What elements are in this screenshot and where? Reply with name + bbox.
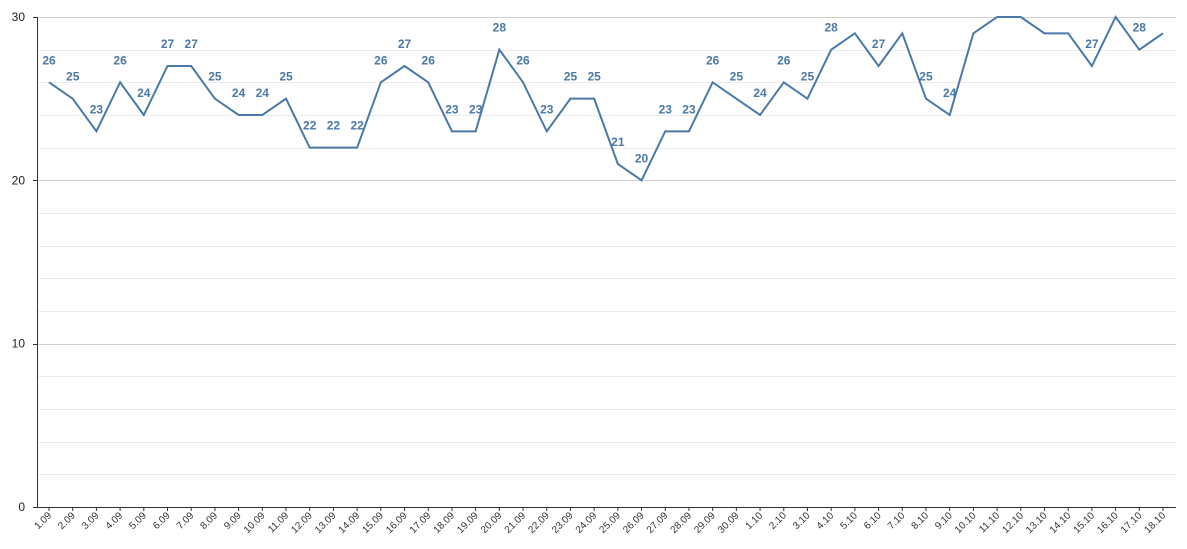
data-label: 22 — [327, 119, 341, 133]
data-label: 25 — [564, 70, 578, 84]
x-tick-label: 3.10 — [791, 510, 813, 532]
x-tick-label: 14.09 — [337, 510, 363, 536]
data-label: 28 — [824, 21, 838, 35]
x-tick-label: 16.10 — [1095, 510, 1121, 536]
data-label: 21 — [611, 135, 625, 149]
data-label: 25 — [730, 70, 744, 84]
x-tick-label: 13.10 — [1024, 510, 1050, 536]
x-tick-label: 22.09 — [526, 510, 552, 536]
data-label: 23 — [90, 102, 104, 116]
data-label: 25 — [919, 70, 933, 84]
x-tick-label: 21.09 — [503, 510, 529, 536]
x-tick-label: 12.09 — [289, 510, 315, 536]
data-label: 25 — [66, 70, 80, 84]
data-label: 27 — [161, 37, 175, 51]
x-tick-label: 6.09 — [151, 510, 173, 532]
data-label: 23 — [659, 102, 673, 116]
x-tick-label: 16.09 — [384, 510, 410, 536]
data-label: 23 — [540, 102, 554, 116]
x-tick-label: 10.10 — [953, 510, 979, 536]
data-label: 26 — [113, 53, 127, 67]
data-label: 26 — [777, 53, 791, 67]
y-tick-label: 20 — [12, 173, 26, 187]
x-tick-label: 13.09 — [313, 510, 339, 536]
x-tick-label: 9.10 — [933, 510, 955, 532]
x-tick-label: 28.09 — [669, 510, 695, 536]
data-label: 26 — [374, 53, 388, 67]
x-tick-label: 11.10 — [977, 510, 1002, 535]
x-tick-label: 4.10 — [815, 510, 837, 532]
grid-lines — [37, 17, 1176, 475]
data-label: 25 — [208, 70, 222, 84]
data-label: 27 — [185, 37, 199, 51]
x-tick-label: 14.10 — [1048, 510, 1074, 536]
x-tick-label: 15.10 — [1072, 510, 1098, 536]
data-label: 24 — [232, 86, 246, 100]
data-label: 26 — [706, 53, 720, 67]
x-tick-label: 3.09 — [80, 510, 102, 532]
series-line — [48, 15, 1164, 182]
x-tick-label: 9.09 — [222, 510, 244, 532]
data-label: 22 — [350, 119, 364, 133]
x-tick-label: 2.09 — [56, 510, 78, 532]
x-tick-label: 1.09 — [33, 510, 55, 532]
x-tick-label: 1.10 — [744, 510, 766, 532]
x-tick-label: 17.10 — [1119, 510, 1145, 536]
data-label: 24 — [943, 86, 957, 100]
x-tick-label: 29.09 — [692, 510, 718, 536]
data-label: 22 — [303, 119, 317, 133]
x-tick-label: 18.10 — [1143, 510, 1169, 536]
x-tick-label: 2.10 — [767, 510, 789, 532]
data-label: 23 — [682, 102, 696, 116]
x-tick-label: 25.09 — [597, 510, 623, 536]
data-label: 25 — [587, 70, 601, 84]
x-tick-label: 26.09 — [621, 510, 647, 536]
data-label: 24 — [753, 86, 767, 100]
x-tick-label: 20.09 — [479, 510, 505, 536]
data-label: 26 — [422, 53, 436, 67]
x-tick-label: 30.09 — [716, 510, 742, 536]
data-label: 20 — [635, 151, 649, 165]
data-label: 25 — [801, 70, 815, 84]
axes — [37, 17, 1176, 508]
y-tick-label: 10 — [12, 337, 26, 351]
data-label: 23 — [469, 102, 483, 116]
data-label: 27 — [1085, 37, 1099, 51]
y-tick-label: 30 — [12, 10, 26, 24]
y-tick-labels: 0 10 20 30 — [12, 10, 37, 514]
x-tick-labels: 1.09 2.09 3.09 4.09 5.09 6.09 7.09 8.09 9.0910.0… — [33, 507, 1169, 536]
x-tick-label: 23.09 — [550, 510, 576, 536]
x-tick-label: 4.09 — [104, 510, 126, 532]
x-tick-label: 15.09 — [360, 510, 386, 536]
data-label: 27 — [398, 37, 412, 51]
data-labels: 26 25 23 26 24 27 27 25 24 24 25 22 22 22 26 27 26 23 23 28… — [42, 16, 1164, 181]
y-tick-label: 0 — [18, 500, 25, 514]
x-tick-label: 27.09 — [645, 510, 671, 536]
x-tick-label: 17.09 — [408, 510, 434, 536]
x-tick-label: 7.10 — [886, 510, 908, 532]
x-tick-label: 7.09 — [175, 510, 197, 532]
data-label: 26 — [516, 53, 530, 67]
x-tick-label: 5.10 — [838, 510, 860, 532]
x-tick-label: 10.09 — [242, 510, 268, 536]
data-label: 23 — [445, 102, 459, 116]
x-tick-label: 5.09 — [127, 510, 149, 532]
x-tick-label: 8.09 — [198, 510, 220, 532]
data-label: 24 — [137, 86, 151, 100]
data-label: 24 — [256, 86, 270, 100]
x-tick-label: 11.09 — [266, 510, 291, 535]
x-tick-label: 18.09 — [432, 510, 458, 536]
x-tick-label: 8.10 — [910, 510, 932, 532]
x-tick-label: 6.10 — [862, 510, 884, 532]
x-tick-label: 19.09 — [455, 510, 481, 536]
data-label: 28 — [493, 21, 507, 35]
data-label: 25 — [279, 70, 293, 84]
x-tick-label: 24.09 — [574, 510, 600, 536]
data-label: 28 — [1133, 21, 1147, 35]
data-label: 27 — [872, 37, 886, 51]
x-tick-label: 12.10 — [1000, 510, 1026, 536]
data-label: 26 — [42, 53, 56, 67]
